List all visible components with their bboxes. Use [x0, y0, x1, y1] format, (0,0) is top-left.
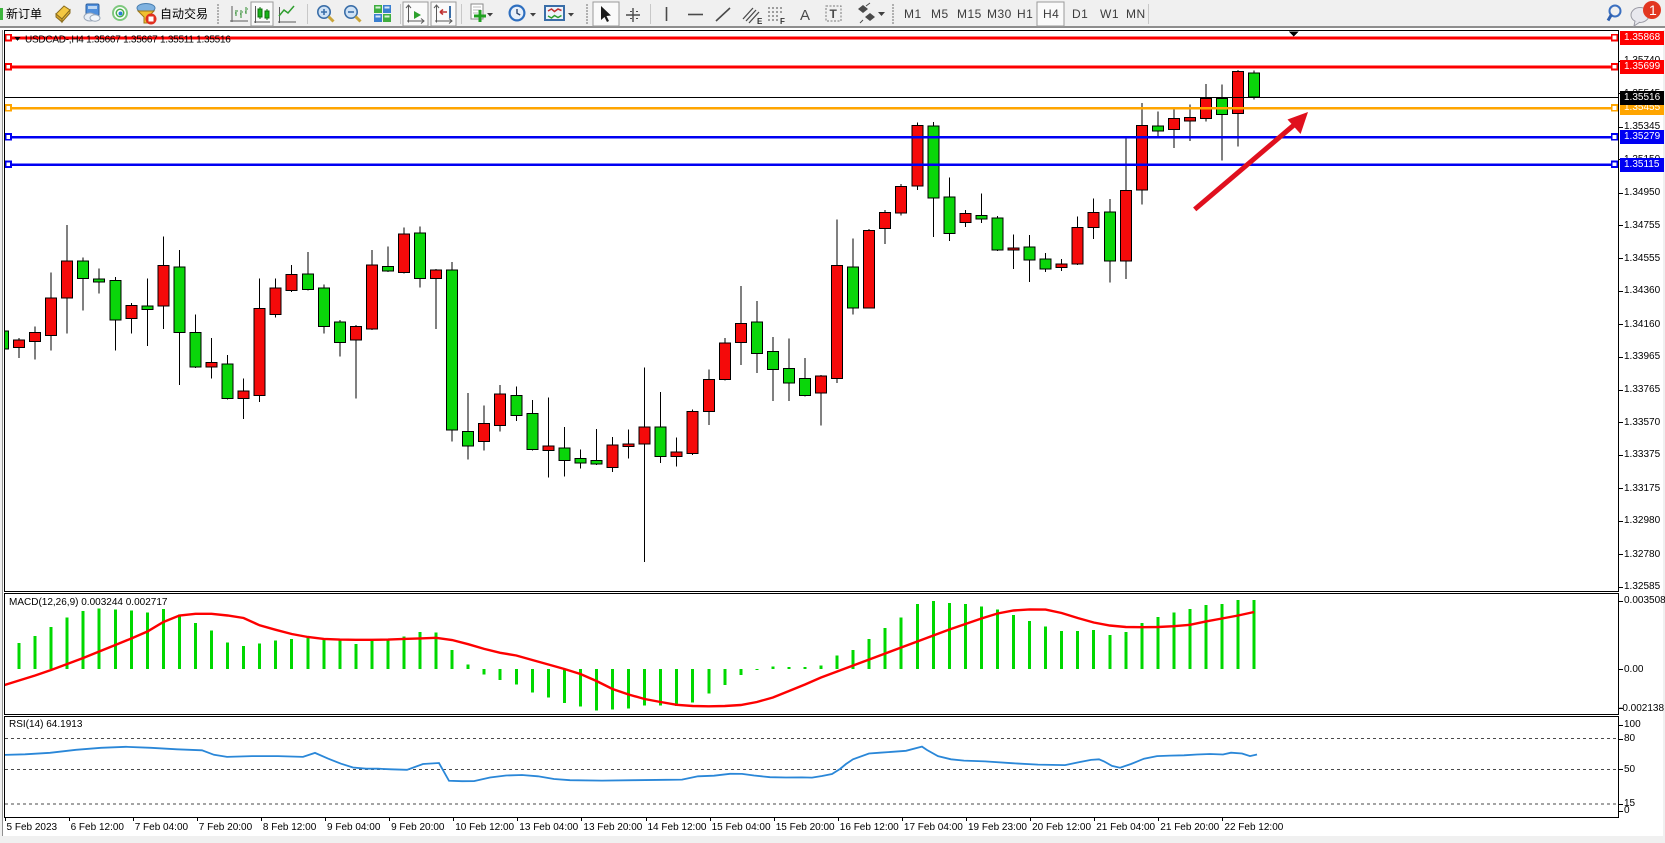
svg-text:T: T — [830, 7, 838, 21]
svg-text:1: 1 — [1649, 2, 1657, 18]
svg-text:E: E — [757, 17, 763, 26]
svg-text:A: A — [800, 7, 810, 24]
svg-text:F: F — [780, 17, 785, 26]
svg-text:USDCAD-,H4 1.35667 1.35667 1.: USDCAD-,H4 1.35667 1.35667 1.35511 1.355… — [25, 35, 231, 46]
